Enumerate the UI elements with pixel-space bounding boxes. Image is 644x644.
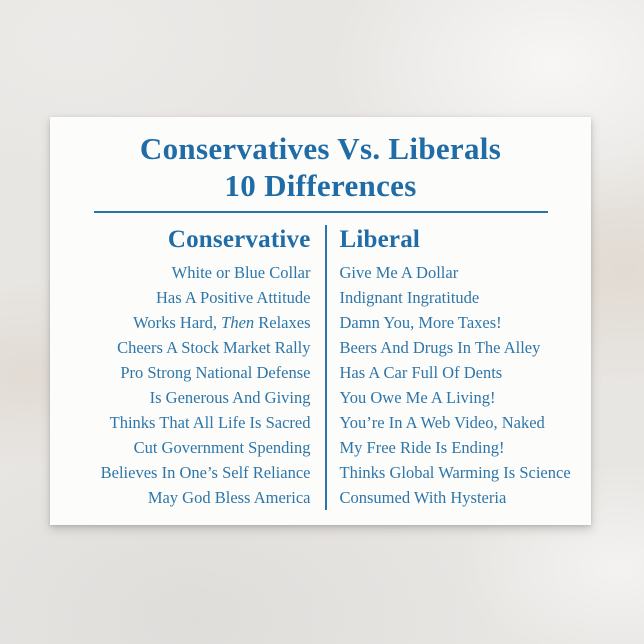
postcard-title: Conservatives Vs. Liberals 10 Difference…	[50, 117, 591, 204]
conservative-item: Believes In One’s Self Reliance	[100, 463, 311, 482]
title-divider-rule	[93, 211, 548, 213]
liberal-item: Consumed With Hysteria	[339, 488, 507, 507]
comparison-table: Conservative White or Blue Collar Has A …	[50, 225, 591, 510]
postcard: Conservatives Vs. Liberals 10 Difference…	[50, 117, 591, 525]
liberal-item: Beers And Drugs In The Alley	[339, 338, 541, 357]
conservative-item: Cut Government Spending	[133, 438, 311, 457]
liberal-column-header: Liberal	[339, 226, 421, 253]
liberal-item: Damn You, More Taxes!	[339, 313, 502, 332]
conservative-item: Works Hard, Then Relaxes	[65, 310, 311, 335]
liberal-item: Indignant Ingratitude	[339, 288, 480, 307]
conservative-column-header: Conservative	[167, 226, 311, 253]
liberal-item: Has A Car Full Of Dents	[339, 363, 503, 382]
conservative-item-text: Relaxes	[254, 313, 311, 332]
conservative-item: Thinks That All Life Is Sacred	[109, 413, 311, 432]
liberal-column: Liberal Give Me A Dollar Indignant Ingra…	[327, 225, 577, 510]
conservative-column: Conservative White or Blue Collar Has A …	[65, 225, 325, 510]
liberal-item: Give Me A Dollar	[339, 263, 459, 282]
conservative-item: White or Blue Collar	[171, 263, 311, 282]
title-line-2: 10 Differences	[224, 168, 417, 203]
conservative-item: Has A Positive Attitude	[156, 288, 311, 307]
liberal-item: You Owe Me A Living!	[339, 388, 496, 407]
conservative-item: Is Generous And Giving	[149, 388, 311, 407]
column-divider-rule	[324, 225, 327, 510]
title-line-1: Conservatives Vs. Liberals	[139, 131, 502, 166]
liberal-item: Thinks Global Warming Is Science	[339, 463, 571, 482]
conservative-item: Cheers A Stock Market Rally	[117, 338, 311, 357]
liberal-item: You’re In A Web Video, Naked	[339, 413, 545, 432]
liberal-item: My Free Ride Is Ending!	[339, 438, 505, 457]
conservative-item-italic-text: Then	[221, 313, 255, 332]
conservative-item-text: Works Hard,	[133, 313, 222, 332]
conservative-item: Pro Strong National Defense	[120, 363, 311, 382]
conservative-item: May God Bless America	[147, 488, 311, 507]
